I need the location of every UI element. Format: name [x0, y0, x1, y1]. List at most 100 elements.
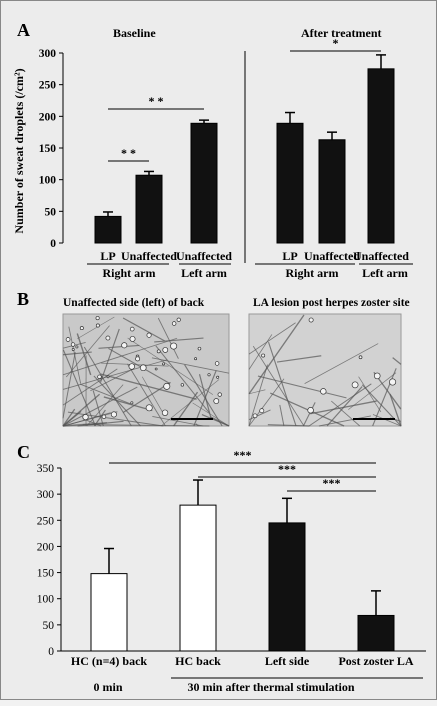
panel-a-category-label: Unaffected [176, 249, 232, 263]
micrograph-la-lesion [249, 314, 401, 426]
baseline-bar [95, 216, 121, 243]
panel-c-ytick-label: 250 [37, 515, 55, 527]
sweat-droplet [96, 324, 99, 327]
sweat-droplet [155, 368, 157, 370]
sweat-droplet [146, 405, 152, 411]
panel-a-label: A [17, 20, 30, 40]
sweat-droplet [320, 389, 326, 395]
panel-b-caption-right: LA lesion post herpes zoster site [253, 297, 410, 309]
sweat-droplet [164, 383, 170, 389]
sweat-droplet [172, 322, 176, 326]
panel-a-ytick-label: 250 [39, 80, 57, 92]
sweat-droplet [102, 415, 106, 419]
sweat-droplet [208, 374, 210, 376]
panel-a-subtitle-baseline: Baseline [113, 26, 156, 40]
panel-a-category-label: Unaffected [304, 249, 360, 263]
panel-a-ytick-label: 100 [39, 175, 57, 187]
sweat-droplet [106, 336, 110, 340]
panel-c-time-30: 30 min after thermal stimulation [187, 680, 354, 694]
panel-b-caption-left: Unaffected side (left) of back [63, 297, 205, 309]
after-treatment-significance-label: * [333, 36, 339, 50]
sweat-droplet [374, 373, 380, 379]
sweat-droplet [83, 414, 88, 419]
sweat-droplet [66, 338, 70, 342]
sweat-droplet [111, 412, 116, 417]
baseline-bar [136, 175, 162, 243]
sweat-droplet [214, 398, 219, 403]
arm-label-right-after: Right arm [286, 266, 339, 280]
sweat-droplet [71, 343, 75, 347]
arm-label-left-after: Left arm [362, 266, 408, 280]
sweat-droplet [181, 384, 184, 387]
sweat-droplet [136, 357, 140, 361]
sweat-droplet [198, 347, 201, 350]
sweat-droplet [218, 393, 222, 397]
panel-a-category-label: LP [100, 249, 115, 263]
panel-c-bar [180, 505, 216, 651]
panel-c-ytick-label: 300 [37, 489, 55, 501]
baseline-significance-label: * * [149, 94, 164, 108]
sweat-droplet [140, 365, 146, 371]
sweat-droplet [157, 350, 160, 353]
panel-a-ytick-label: 50 [45, 206, 57, 218]
panel-a-subtitle-after: After treatment [301, 26, 382, 40]
after-treatment-bar [368, 69, 394, 243]
panel-c-ytick-label: 50 [43, 620, 55, 632]
sweat-droplet [170, 343, 176, 349]
baseline-significance-label: * * [121, 146, 136, 160]
sweat-droplet [262, 354, 265, 357]
panel-c-ytick-label: 100 [37, 594, 55, 606]
panel-c-ytick-label: 200 [37, 541, 55, 553]
sweat-droplet [389, 379, 395, 385]
sweat-droplet [217, 376, 219, 378]
panel-c-category-label: Left side [265, 654, 310, 668]
panel-a-ytick-label: 300 [39, 48, 57, 60]
panel-a-ytick-label: 150 [39, 143, 57, 155]
sweat-droplet [147, 333, 151, 337]
baseline-bar [191, 123, 217, 243]
panel-a-category-label: Unaffected [353, 249, 409, 263]
panel-c-category-label: HC back [175, 654, 221, 668]
panel-c-significance-label: *** [323, 476, 341, 490]
sweat-droplet [308, 407, 314, 413]
panel-a-category-label: LP [282, 249, 297, 263]
panel-b-label: B [17, 289, 29, 309]
sweat-droplet [80, 326, 83, 329]
sweat-droplet [98, 375, 102, 379]
panel-c-label: C [17, 442, 30, 462]
sweat-droplet [76, 346, 78, 348]
sweat-droplet [359, 356, 362, 359]
panel-a-ytick-label: 0 [50, 238, 56, 250]
sweat-droplet [177, 318, 181, 322]
sweat-droplet [131, 402, 133, 404]
panel-c-ytick-label: 0 [48, 646, 54, 658]
sweat-droplet [72, 348, 74, 350]
panel-c-bar [91, 574, 127, 651]
sweat-droplet [130, 327, 134, 331]
sweat-droplet [309, 318, 313, 322]
panel-c-bar [269, 523, 305, 651]
panel-a-ylabel: Number of sweat droplets (/cm²) [12, 68, 26, 233]
panel-c-significance-label: *** [278, 462, 296, 476]
panel-c-significance-label: *** [234, 448, 252, 462]
panel-c-ytick-label: 150 [37, 568, 55, 580]
panel-c-time-0: 0 min [93, 680, 122, 694]
sweat-droplet [253, 414, 257, 418]
panel-c-bar [358, 615, 394, 651]
panel-a-category-label: Unaffected [121, 249, 177, 263]
sweat-droplet [163, 347, 168, 352]
sweat-droplet [162, 410, 168, 416]
sweat-droplet [215, 362, 219, 366]
sweat-droplet [107, 376, 109, 378]
sweat-droplet [260, 409, 264, 413]
arm-label-right-baseline: Right arm [103, 266, 156, 280]
panel-c-category-label: Post zoster LA [338, 654, 413, 668]
sweat-droplet [130, 336, 135, 341]
micrograph-unaffected-side [63, 314, 229, 426]
after-treatment-bar [319, 140, 345, 243]
sweat-droplet [96, 316, 99, 319]
after-treatment-bar [277, 123, 303, 243]
sweat-droplet [162, 363, 164, 365]
